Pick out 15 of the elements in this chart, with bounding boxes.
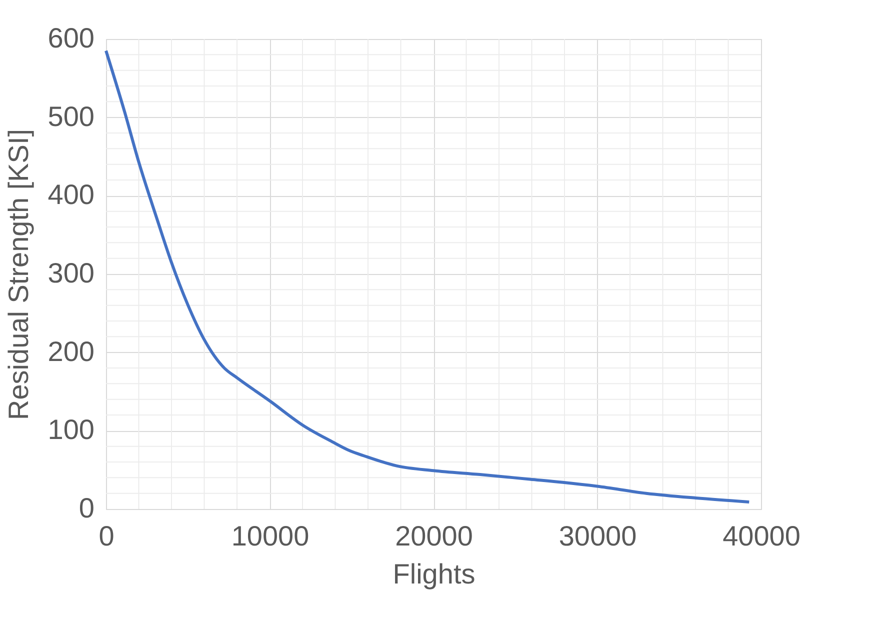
y-tick-label: 300: [48, 258, 94, 288]
y-axis-title: Residual Strength [KSI]: [2, 128, 34, 420]
y-tick-label: 400: [48, 179, 94, 210]
x-tick-label: 30000: [558, 520, 637, 552]
y-tick-label: 600: [48, 22, 94, 54]
x-tick-label: 20000: [395, 520, 473, 552]
y-tick-label: 500: [48, 100, 94, 132]
x-axis-title: Flights: [392, 558, 476, 590]
x-tick-label: 0: [98, 520, 114, 552]
y-tick-label: 0: [78, 492, 94, 524]
x-tick-label: 40000: [722, 520, 800, 552]
y-tick-label: 100: [48, 414, 94, 446]
y-tick-label: 200: [48, 336, 94, 367]
line-series: [104, 49, 751, 504]
x-tick-label: 10000: [231, 520, 310, 552]
